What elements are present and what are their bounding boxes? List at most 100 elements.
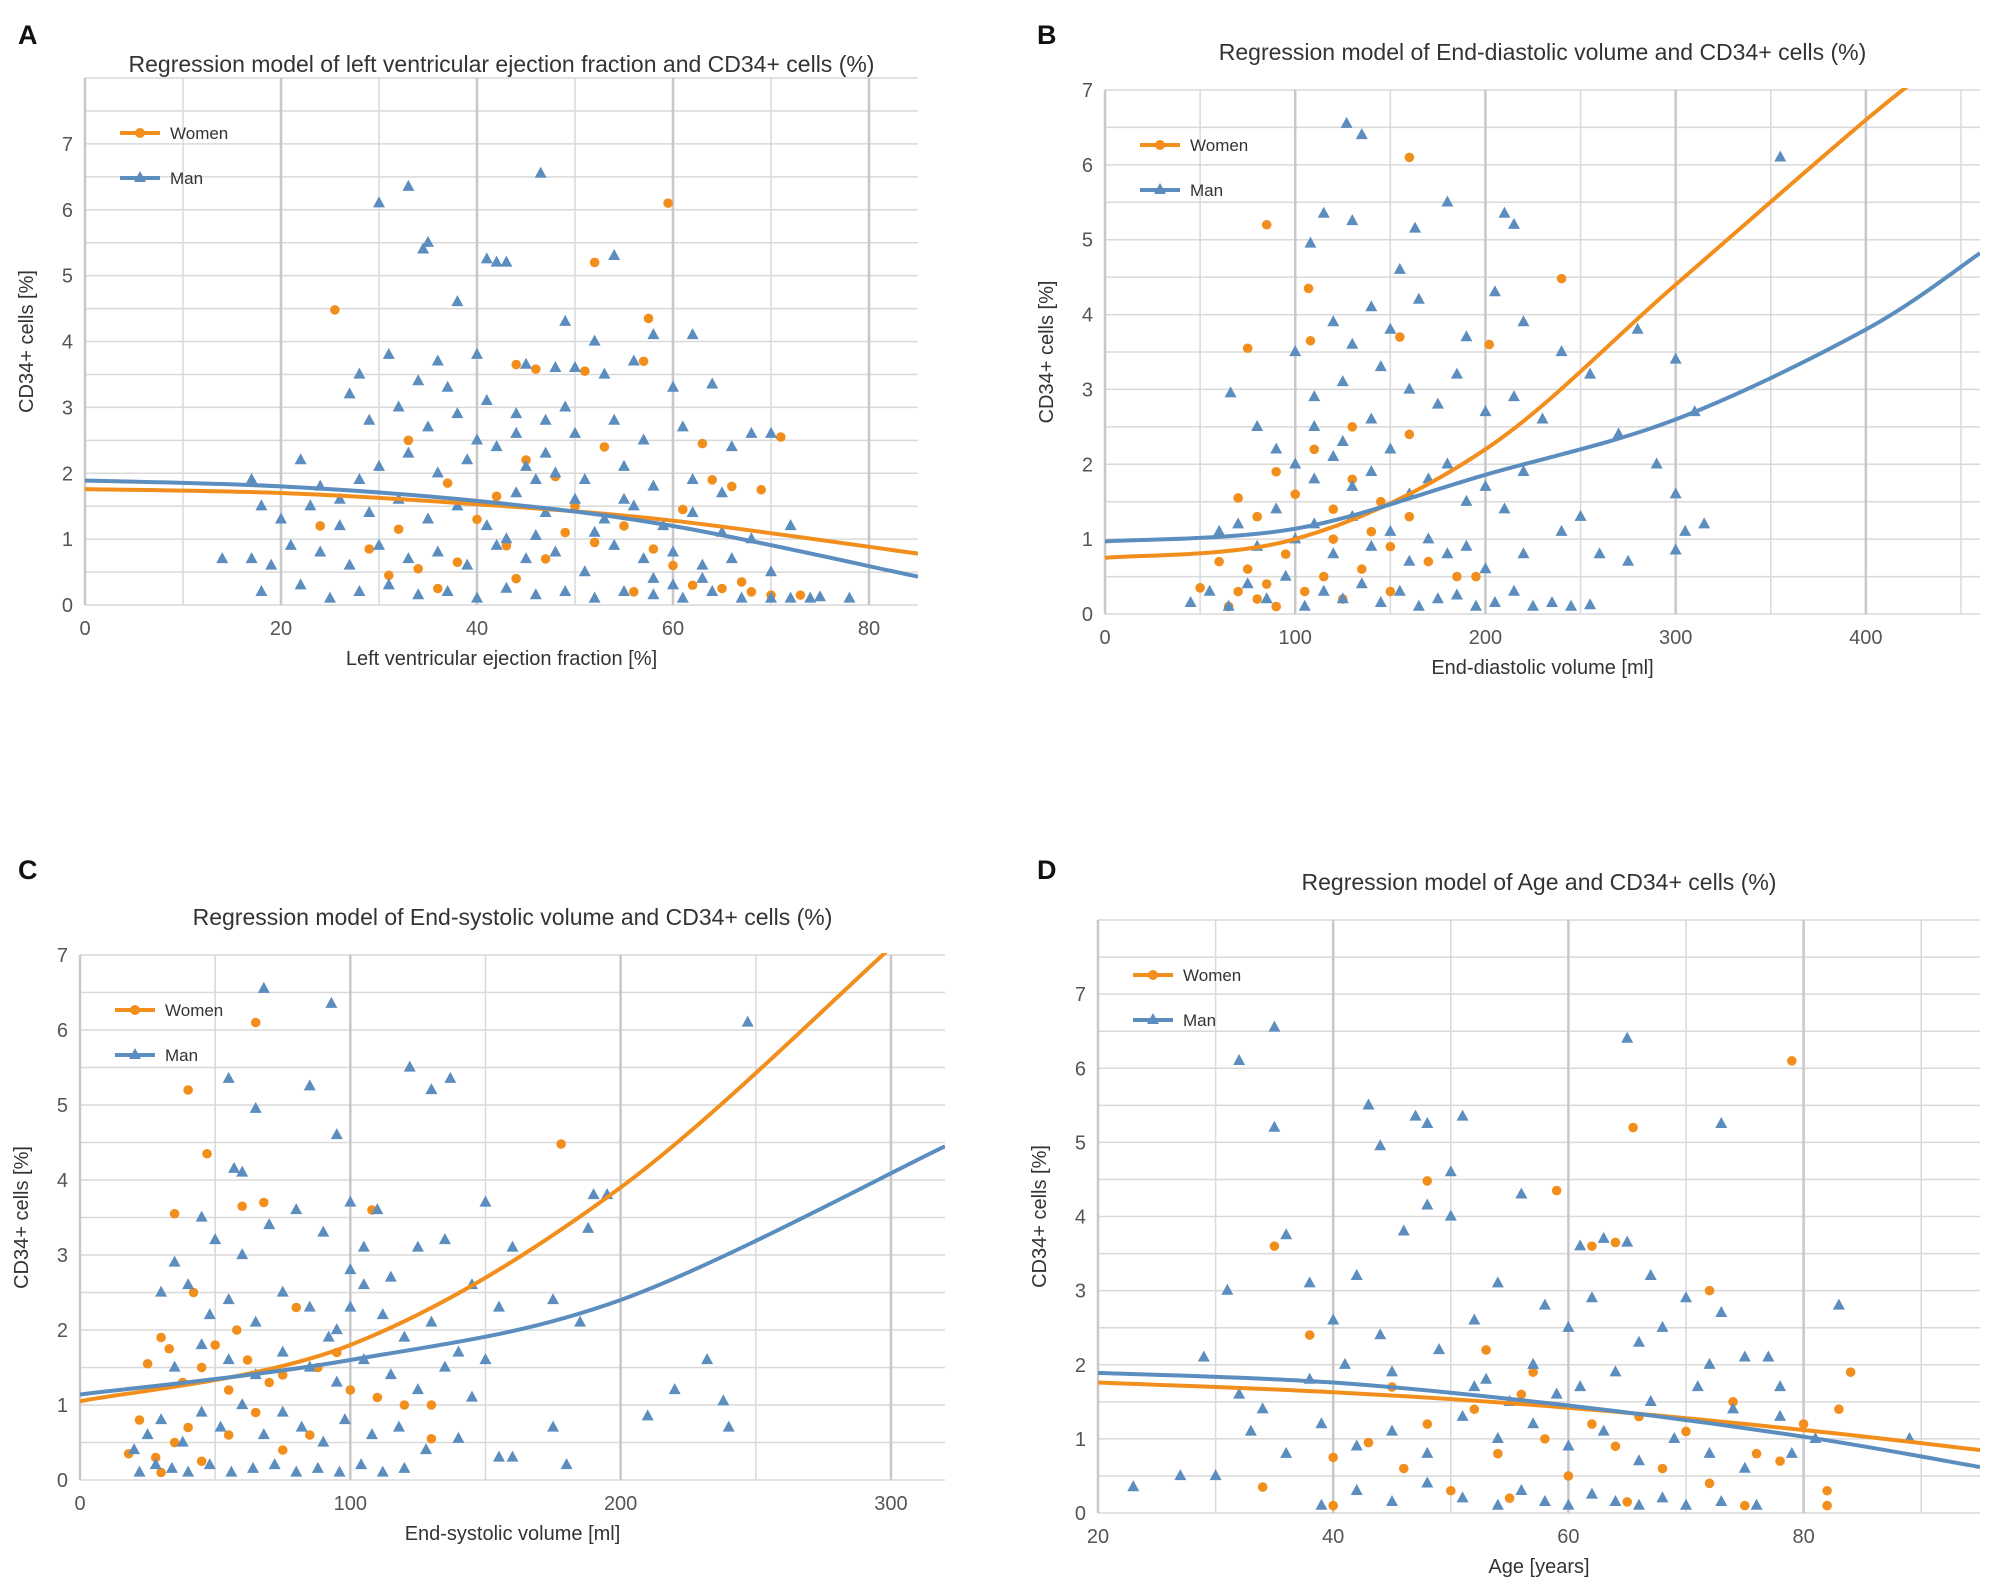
point-women	[372, 1392, 383, 1403]
point-women	[1328, 1500, 1338, 1511]
point-women	[150, 1452, 161, 1463]
point-man	[735, 591, 748, 603]
point-women	[1493, 1448, 1503, 1459]
point-women	[570, 501, 580, 511]
point-man	[520, 357, 532, 369]
point-man	[373, 538, 385, 550]
point-man	[1251, 420, 1264, 432]
point-man	[422, 235, 434, 247]
point-man	[1644, 1394, 1657, 1406]
point-man	[398, 1330, 411, 1342]
point-man	[1491, 1276, 1504, 1288]
point-man	[480, 393, 493, 405]
point-women	[1318, 571, 1329, 582]
point-women	[1304, 1330, 1315, 1340]
point-man	[547, 1293, 560, 1305]
point-man	[425, 1083, 438, 1095]
point-women	[403, 435, 414, 446]
point-women	[1257, 1482, 1268, 1492]
point-man	[1197, 1350, 1210, 1362]
point-man	[686, 505, 699, 517]
point-man	[1609, 1365, 1622, 1377]
point-man	[588, 525, 601, 537]
point-women	[231, 1325, 242, 1335]
point-man	[141, 1428, 154, 1440]
point-women	[511, 573, 521, 584]
point-man	[325, 996, 338, 1008]
point-man	[245, 552, 258, 564]
point-man	[765, 565, 777, 577]
point-man	[1621, 1235, 1634, 1247]
point-man	[1479, 479, 1492, 491]
point-women	[142, 1358, 153, 1369]
point-man	[1488, 595, 1501, 607]
point-man	[1346, 214, 1359, 226]
point-man	[1260, 592, 1273, 604]
point-man	[384, 1368, 397, 1380]
point-women	[250, 1407, 261, 1418]
point-man	[441, 585, 454, 597]
point-man	[784, 519, 797, 531]
point-man	[500, 532, 513, 544]
point-man	[1515, 1187, 1528, 1199]
point-man	[1480, 1372, 1493, 1384]
x-tick-label: 20	[270, 618, 292, 640]
point-women	[1704, 1285, 1715, 1296]
point-man	[701, 1353, 714, 1365]
point-women	[1398, 1463, 1409, 1474]
point-man	[1656, 1320, 1669, 1332]
point-women	[1740, 1500, 1750, 1511]
point-man	[373, 459, 385, 471]
point-man	[725, 552, 738, 564]
point-man	[392, 1420, 405, 1432]
point-man	[647, 328, 660, 340]
point-man	[209, 1233, 222, 1245]
point-man	[1715, 1117, 1728, 1129]
point-man	[1270, 442, 1283, 454]
point-man	[365, 1428, 378, 1440]
point-women	[1484, 339, 1495, 350]
point-man	[1298, 599, 1311, 611]
x-tick-label: 200	[604, 1493, 637, 1515]
y-tick-label: 4	[1075, 1207, 1086, 1229]
point-man	[647, 479, 660, 491]
point-man	[344, 1300, 357, 1312]
point-women	[776, 432, 786, 442]
point-man	[343, 387, 356, 399]
legend-marker-man	[129, 1048, 141, 1059]
y-tick-label: 0	[1082, 604, 1093, 626]
point-women	[1622, 1497, 1632, 1507]
point-man	[618, 585, 630, 597]
y-tick-label: 6	[57, 1020, 68, 1042]
point-man	[549, 361, 562, 373]
regression-line-man	[1105, 251, 1980, 544]
point-man	[1409, 1109, 1422, 1121]
point-women	[169, 1208, 180, 1219]
point-man	[547, 1420, 560, 1432]
legend-label-women: Women	[1190, 136, 1248, 155]
point-man	[357, 1240, 370, 1252]
point-man	[1621, 1031, 1634, 1043]
point-man	[608, 538, 621, 550]
point-man	[1574, 1239, 1587, 1251]
x-tick-label: 200	[1469, 627, 1502, 649]
point-man	[461, 453, 474, 465]
point-man	[1750, 1498, 1763, 1510]
point-man	[1668, 1432, 1681, 1444]
y-tick-label: 2	[62, 463, 73, 485]
point-women	[1366, 526, 1377, 537]
point-women	[364, 544, 375, 554]
point-man	[1365, 539, 1378, 551]
point-man	[451, 295, 464, 307]
point-women	[1587, 1419, 1597, 1429]
point-man	[1450, 588, 1463, 600]
point-man	[843, 591, 856, 603]
y-tick-label: 1	[62, 529, 73, 551]
y-tick-label: 7	[62, 134, 73, 156]
point-man	[1715, 1306, 1728, 1318]
point-women	[1775, 1456, 1785, 1466]
point-man	[133, 1465, 146, 1477]
point-man	[1562, 1498, 1575, 1510]
point-women	[1269, 1241, 1280, 1251]
